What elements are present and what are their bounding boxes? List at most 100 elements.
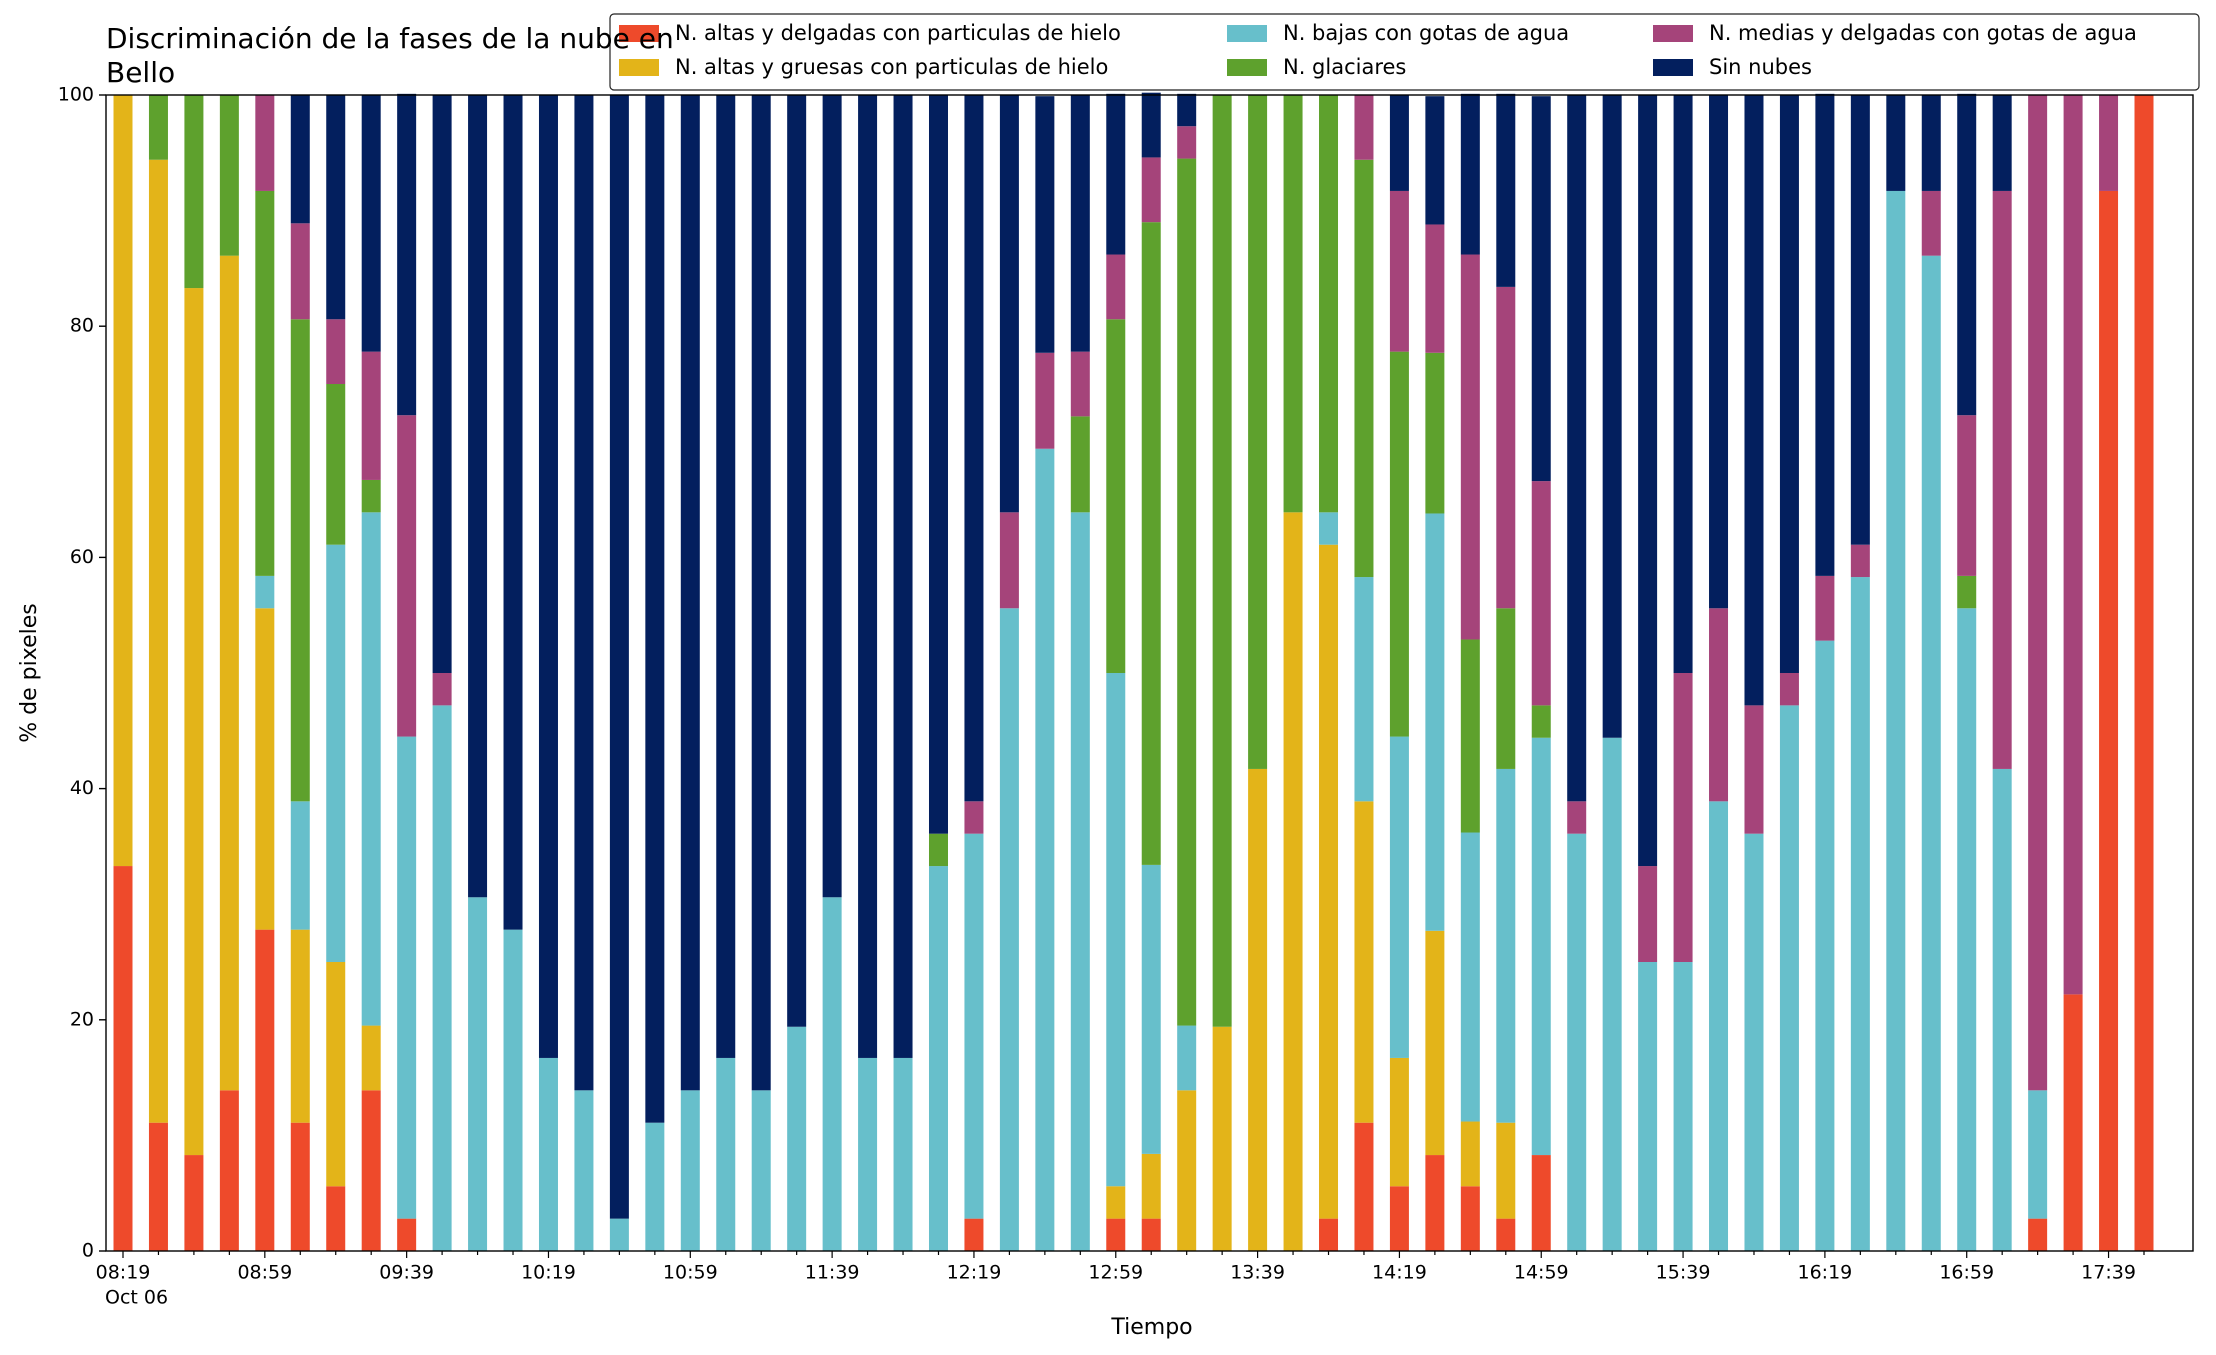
bar-segment: [609, 1218, 629, 1251]
bar-segment: [1957, 575, 1977, 609]
legend-label: N. medias y delgadas con gotas de agua: [1709, 21, 2137, 45]
x-tick-label: 11:39: [805, 1262, 860, 1284]
bar-segment: [574, 95, 594, 1091]
bar-segment: [1425, 1155, 1445, 1251]
bar-segment: [1389, 351, 1409, 737]
bar-segment: [1425, 513, 1445, 931]
bar-segment: [1496, 1122, 1516, 1219]
bar-segment: [2063, 994, 2083, 1251]
bar-segment: [1177, 1025, 1197, 1091]
bar-segment: [964, 1218, 984, 1251]
bar-segment: [1070, 416, 1090, 513]
bar-segment: [219, 255, 239, 1091]
bar-segment: [928, 95, 948, 834]
bar-segment: [468, 95, 488, 898]
bar-segment: [574, 1090, 594, 1251]
bar-segment: [1815, 640, 1835, 1251]
bar-segment: [1496, 768, 1516, 1123]
legend-swatch: [1653, 25, 1693, 42]
bar-segment: [1212, 1026, 1232, 1251]
bar-segment: [219, 1090, 239, 1251]
legend-box: [609, 13, 2200, 91]
bar-segment: [1673, 673, 1693, 962]
bar-segment: [858, 1057, 878, 1251]
bar-segment: [964, 801, 984, 834]
bar-segment: [1106, 319, 1126, 673]
bar-segment: [2099, 95, 2119, 191]
bar-segment: [1744, 705, 1764, 834]
bar-segment: [468, 897, 488, 1251]
bar-segment: [1850, 544, 1870, 578]
bar-segment: [184, 1155, 204, 1251]
x-tick-label: 10:19: [521, 1262, 576, 1284]
bar-segment: [1070, 95, 1090, 352]
bar-segment: [1389, 736, 1409, 1058]
bar-segment: [538, 95, 558, 1058]
bar-segment: [964, 833, 984, 1219]
legend-label: N. bajas con gotas de agua: [1283, 21, 1569, 45]
bar-segment: [1460, 254, 1480, 640]
bar-segment: [397, 93, 417, 416]
bar-segment: [326, 95, 346, 320]
bar-segment: [361, 95, 381, 352]
bar-segment: [1921, 190, 1941, 256]
bar-segment: [680, 95, 700, 1091]
bar-segment: [1460, 93, 1480, 255]
bar-segment: [2099, 190, 2119, 1251]
bar-segment: [361, 1025, 381, 1091]
bar-segment: [1531, 96, 1551, 482]
bar-segment: [255, 608, 275, 930]
bar-segment: [787, 95, 807, 1027]
x-tick-label: 15:39: [1656, 1262, 1711, 1284]
bar-segment: [1850, 577, 1870, 1251]
bar-segment: [1815, 575, 1835, 641]
x-date-label: Oct 06: [105, 1287, 168, 1309]
y-tick-label: 100: [58, 84, 94, 106]
bar-segment: [1992, 190, 2012, 769]
bar-segment: [255, 575, 275, 609]
bar-segment: [716, 1057, 736, 1251]
bar-segment: [928, 833, 948, 867]
bar-segment: [858, 95, 878, 1058]
bar-segment: [1460, 832, 1480, 1122]
bar-segment: [1106, 93, 1126, 255]
bar-segment: [1744, 95, 1764, 706]
bar-segment: [1425, 224, 1445, 353]
bar-segment: [1319, 95, 1339, 513]
x-tick-label: 08:19: [96, 1262, 151, 1284]
bar-segment: [1248, 95, 1268, 769]
bar-segment: [1921, 255, 1941, 1251]
bar-segment: [1921, 95, 1941, 191]
bar-segment: [1496, 93, 1516, 287]
bar-segment: [1248, 768, 1268, 1251]
bar-segment: [1106, 1186, 1126, 1219]
y-tick-label: 0: [82, 1240, 94, 1262]
legend-swatch: [619, 59, 659, 76]
bar-segment: [290, 1122, 310, 1251]
bar-segment: [432, 705, 452, 1251]
bar-segment: [1460, 1121, 1480, 1187]
bar-segment: [1531, 705, 1551, 738]
bar-segment: [361, 512, 381, 1026]
bar-segment: [893, 95, 913, 1058]
bar-segment: [538, 1057, 558, 1251]
bar-segment: [1460, 1186, 1480, 1251]
bar-segment: [1425, 930, 1445, 1156]
bar-segment: [928, 866, 948, 1251]
bar-segment: [397, 1218, 417, 1251]
bar-segment: [1035, 448, 1055, 1252]
bar-segment: [1709, 801, 1729, 1251]
bar-segment: [1957, 415, 1977, 576]
legend-label: N. altas y delgadas con particulas de hi…: [675, 21, 1121, 45]
y-tick-label: 40: [70, 777, 94, 799]
bar-segment: [1141, 157, 1161, 223]
bar-segment: [1319, 544, 1339, 1219]
bar-segment: [1531, 1155, 1551, 1251]
bar-segment: [1319, 1218, 1339, 1251]
bar-segment: [999, 95, 1019, 513]
bar-segment: [326, 544, 346, 962]
bar-segment: [1531, 481, 1551, 706]
bar-segment: [822, 897, 842, 1251]
bar-segment: [326, 319, 346, 384]
